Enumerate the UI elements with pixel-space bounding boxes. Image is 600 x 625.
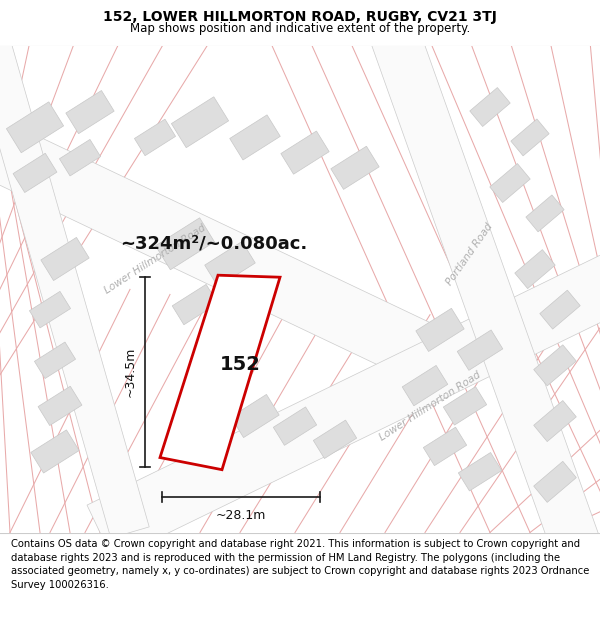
Polygon shape bbox=[134, 119, 176, 156]
Text: Lower Hillmorton Road: Lower Hillmorton Road bbox=[377, 369, 482, 442]
Polygon shape bbox=[7, 102, 64, 152]
Polygon shape bbox=[31, 430, 79, 473]
Polygon shape bbox=[0, 36, 149, 538]
Polygon shape bbox=[533, 401, 577, 442]
Polygon shape bbox=[540, 290, 580, 329]
Polygon shape bbox=[211, 298, 259, 341]
Polygon shape bbox=[511, 119, 549, 156]
Polygon shape bbox=[526, 195, 564, 232]
Polygon shape bbox=[515, 249, 555, 289]
Polygon shape bbox=[29, 291, 71, 328]
Polygon shape bbox=[59, 139, 101, 176]
Text: Contains OS data © Crown copyright and database right 2021. This information is : Contains OS data © Crown copyright and d… bbox=[11, 539, 589, 590]
Polygon shape bbox=[41, 238, 89, 281]
Polygon shape bbox=[331, 146, 379, 189]
Polygon shape bbox=[281, 131, 329, 174]
Text: ~28.1m: ~28.1m bbox=[216, 509, 266, 522]
Polygon shape bbox=[424, 427, 467, 466]
Text: Portland Road: Portland Road bbox=[445, 221, 495, 287]
Text: ~34.5m: ~34.5m bbox=[124, 347, 137, 397]
Polygon shape bbox=[155, 217, 214, 270]
Polygon shape bbox=[443, 387, 487, 425]
Text: Map shows position and indicative extent of the property.: Map shows position and indicative extent… bbox=[130, 22, 470, 34]
Polygon shape bbox=[416, 308, 464, 351]
Polygon shape bbox=[313, 420, 356, 459]
Polygon shape bbox=[371, 28, 599, 551]
Polygon shape bbox=[172, 284, 218, 325]
Polygon shape bbox=[87, 252, 600, 560]
Polygon shape bbox=[231, 394, 279, 438]
Polygon shape bbox=[470, 88, 510, 126]
Polygon shape bbox=[457, 330, 503, 371]
Polygon shape bbox=[160, 275, 280, 470]
Text: ~324m²/~0.080ac.: ~324m²/~0.080ac. bbox=[120, 235, 307, 252]
Polygon shape bbox=[38, 386, 82, 426]
Polygon shape bbox=[205, 241, 255, 287]
Text: 152, LOWER HILLMORTON ROAD, RUGBY, CV21 3TJ: 152, LOWER HILLMORTON ROAD, RUGBY, CV21 … bbox=[103, 10, 497, 24]
Polygon shape bbox=[458, 452, 502, 491]
Polygon shape bbox=[490, 164, 530, 202]
Polygon shape bbox=[172, 97, 229, 148]
Polygon shape bbox=[533, 461, 577, 503]
Text: Lower Hillmorton Road: Lower Hillmorton Road bbox=[103, 222, 208, 296]
Polygon shape bbox=[402, 366, 448, 406]
Polygon shape bbox=[13, 153, 57, 192]
Polygon shape bbox=[274, 407, 317, 446]
Polygon shape bbox=[34, 342, 76, 379]
Polygon shape bbox=[230, 115, 280, 160]
Polygon shape bbox=[533, 345, 577, 386]
Text: 152: 152 bbox=[220, 356, 260, 374]
Polygon shape bbox=[0, 110, 473, 398]
Polygon shape bbox=[66, 91, 114, 134]
